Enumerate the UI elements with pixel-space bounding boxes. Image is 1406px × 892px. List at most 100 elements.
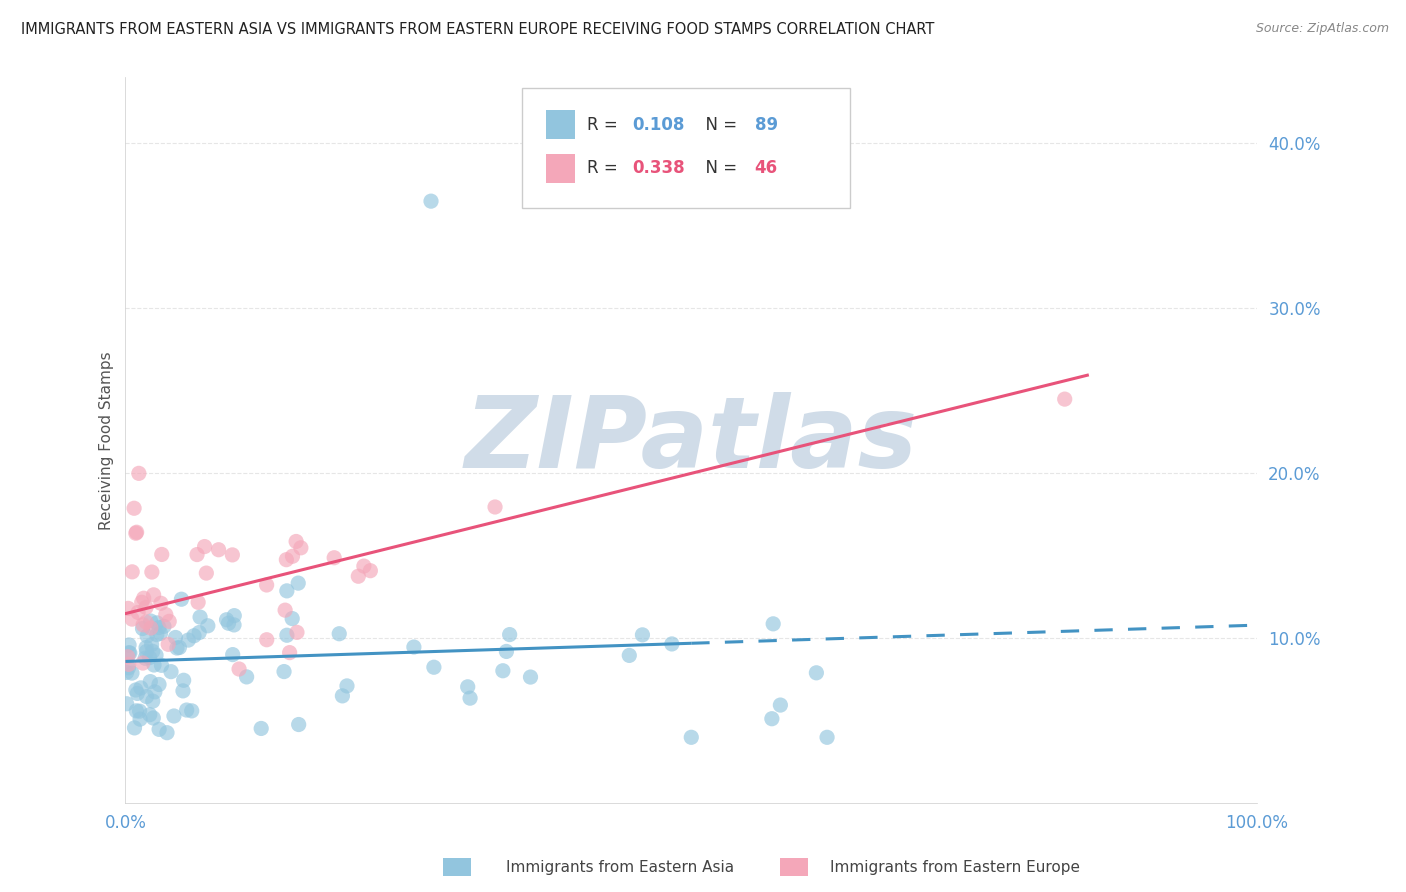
Point	[142, 694, 165, 708]
Point	[117, 649, 139, 664]
Point	[157, 637, 180, 651]
Point	[121, 666, 143, 681]
Point	[492, 664, 515, 678]
Point	[117, 661, 139, 675]
Point	[132, 656, 155, 670]
Point	[332, 689, 354, 703]
Point	[153, 619, 176, 633]
Point	[141, 638, 163, 652]
Point	[142, 711, 165, 725]
Point	[287, 717, 309, 731]
Point	[276, 628, 298, 642]
Text: ZIPatlas: ZIPatlas	[465, 392, 918, 489]
Point	[143, 658, 166, 673]
Point	[359, 564, 381, 578]
Point	[336, 679, 359, 693]
Point	[285, 625, 308, 640]
Point	[498, 627, 520, 641]
Point	[290, 541, 312, 555]
Point	[1053, 392, 1076, 406]
Point	[353, 559, 375, 574]
Point	[129, 712, 152, 726]
Point	[235, 670, 257, 684]
Point	[117, 657, 139, 672]
Point	[176, 703, 198, 717]
Point	[118, 638, 141, 652]
Point	[139, 614, 162, 628]
Point	[118, 646, 141, 660]
Point	[135, 600, 157, 615]
Text: 0.338: 0.338	[633, 159, 685, 178]
Point	[281, 549, 304, 564]
Point	[423, 660, 446, 674]
Text: 0.108: 0.108	[633, 116, 685, 134]
Point	[274, 603, 297, 617]
Text: R =: R =	[588, 116, 623, 134]
Point	[166, 640, 188, 655]
Point	[163, 709, 186, 723]
Point	[139, 621, 162, 635]
Point	[228, 662, 250, 676]
Point	[347, 569, 370, 583]
Point	[135, 690, 157, 704]
Point	[160, 665, 183, 679]
Point	[150, 548, 173, 562]
Point	[661, 637, 683, 651]
Point	[148, 723, 170, 737]
Point	[195, 566, 218, 580]
Point	[134, 651, 156, 665]
Text: R =: R =	[588, 159, 623, 178]
Point	[148, 677, 170, 691]
Point	[125, 704, 148, 718]
Point	[281, 611, 304, 625]
Point	[186, 548, 208, 562]
Point	[256, 578, 278, 592]
Point	[457, 680, 479, 694]
Point	[142, 588, 165, 602]
Point	[420, 194, 443, 209]
Point	[328, 626, 350, 640]
Text: 89: 89	[755, 116, 778, 134]
Point	[127, 606, 149, 620]
Point	[172, 684, 194, 698]
Point	[125, 525, 148, 540]
Point	[323, 550, 346, 565]
Point	[177, 633, 200, 648]
Point	[183, 629, 205, 643]
FancyBboxPatch shape	[522, 88, 849, 208]
Point	[118, 646, 141, 660]
Point	[495, 644, 517, 658]
Point	[135, 640, 157, 655]
FancyBboxPatch shape	[547, 110, 575, 139]
Text: N =: N =	[695, 116, 742, 134]
Point	[285, 534, 308, 549]
Point	[170, 592, 193, 607]
Point	[173, 673, 195, 688]
Point	[117, 601, 139, 615]
Point	[815, 731, 838, 745]
Point	[484, 500, 506, 514]
Point	[138, 707, 160, 722]
Point	[157, 615, 180, 629]
Point	[188, 625, 211, 640]
Point	[132, 591, 155, 606]
Point	[207, 542, 229, 557]
Point	[187, 595, 209, 609]
Point	[115, 697, 138, 711]
Point	[149, 596, 172, 610]
Point	[681, 731, 703, 745]
Point	[156, 725, 179, 739]
Point	[141, 565, 163, 579]
Point	[631, 628, 654, 642]
Point	[135, 615, 157, 630]
Point	[458, 691, 481, 706]
Point	[221, 548, 243, 562]
Point	[139, 674, 162, 689]
Point	[222, 618, 245, 632]
Point	[519, 670, 541, 684]
Point	[143, 685, 166, 699]
Point	[128, 467, 150, 481]
Point	[224, 608, 246, 623]
Point	[127, 686, 149, 700]
Point	[278, 646, 301, 660]
